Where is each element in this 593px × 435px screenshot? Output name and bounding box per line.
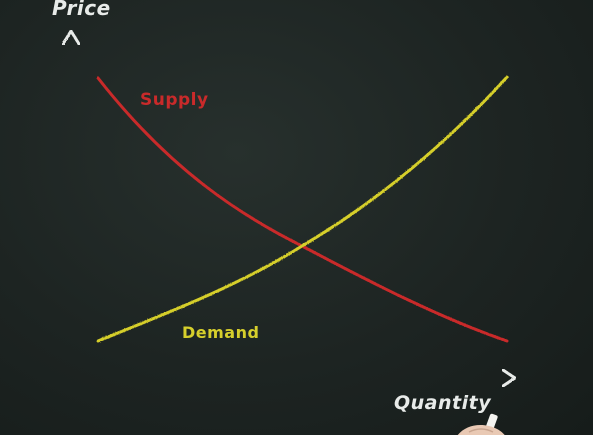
hand-with-chalk-icon	[457, 413, 505, 435]
demand-curve	[96, 75, 509, 343]
y-axis-arrow-icon	[61, 29, 81, 46]
supply-label: Supply	[140, 90, 209, 110]
x-axis-arrow-icon	[501, 368, 517, 388]
demand-label: Demand	[182, 323, 259, 342]
y-axis-label: Price	[52, 0, 111, 20]
x-axis-label: Quantity	[394, 392, 492, 414]
supply-curve	[96, 76, 509, 343]
